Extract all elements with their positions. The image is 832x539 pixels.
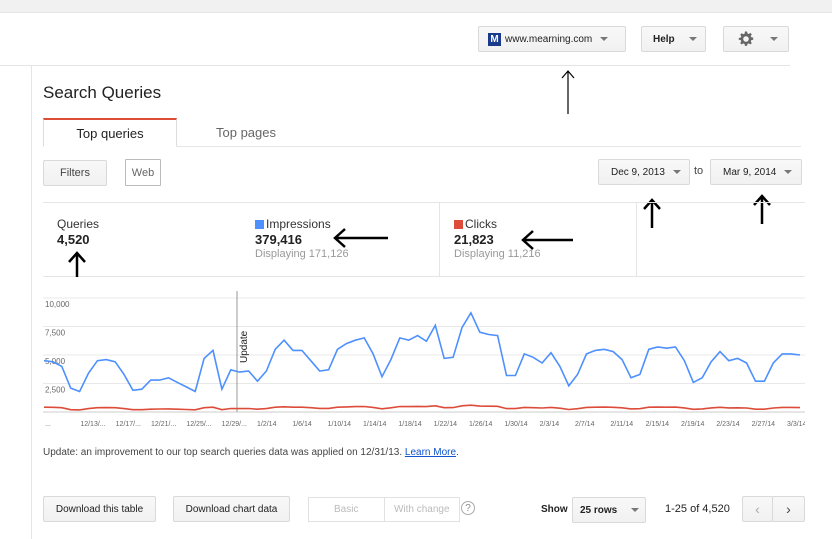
stat-impressions[interactable]: Impressions 379,416 Displaying 171,126: [241, 203, 439, 276]
annotation-arrow-left: [521, 230, 573, 250]
x-tick-label: 2/11/14: [610, 421, 633, 428]
y-tick-label: 7,500: [45, 329, 66, 338]
chevron-down-icon: [770, 37, 778, 41]
tab-top-queries[interactable]: Top queries: [43, 118, 177, 147]
x-tick-label: 1/30/14: [504, 421, 527, 428]
x-tick-label: 1/26/14: [469, 421, 492, 428]
site-favicon-icon: M: [488, 32, 501, 46]
rows-per-page-select[interactable]: 25 rows: [572, 497, 646, 523]
y-tick-label: 10,000: [45, 300, 70, 309]
impressions-clicks-chart: 10,000 7,500 5,000 2,500... 12/13/... 12/17/.…: [43, 291, 805, 428]
stat-queries-value: 4,520: [57, 232, 90, 247]
x-tick-label: 1/6/14: [292, 421, 312, 428]
x-tick-label: ...: [45, 421, 51, 428]
annotation-arrow-left: [333, 228, 388, 248]
show-label: Show: [541, 504, 568, 515]
site-label: www.mearning.com: [505, 33, 593, 45]
x-tick-label: 1/10/14: [328, 421, 351, 428]
update-marker-label: Update: [239, 330, 250, 363]
site-selector[interactable]: M www.mearning.com: [478, 26, 626, 52]
download-table-button[interactable]: Download this table: [43, 496, 156, 522]
x-tick-label: 12/29/...: [222, 421, 247, 428]
x-tick-label: 2/15/14: [646, 421, 669, 428]
help-label: Help: [653, 33, 675, 45]
stat-queries-label: Queries: [57, 217, 100, 231]
annotation-arrow-up: [643, 198, 661, 228]
x-tick-label: 1/18/14: [398, 421, 421, 428]
x-tick-label: 2/27/14: [752, 421, 775, 428]
stat-impressions-sub: Displaying 171,126: [255, 248, 349, 260]
y-tick-label: 5,000: [45, 357, 66, 366]
stat-clicks-label: Clicks: [465, 217, 497, 231]
date-to-label: Mar 9, 2014: [723, 166, 777, 178]
tab-divider: [43, 146, 801, 147]
x-tick-label: 2/3/14: [540, 421, 560, 428]
impressions-swatch: [255, 219, 264, 229]
prev-page-button[interactable]: ‹: [742, 496, 773, 522]
basic-change-toggle: Basic With change: [308, 497, 460, 522]
basic-option[interactable]: Basic: [334, 504, 359, 515]
tab-top-pages[interactable]: Top pages: [216, 124, 276, 140]
x-tick-label: 1/2/14: [257, 421, 277, 428]
x-tick-label: 2/7/14: [575, 421, 595, 428]
clicks-series-line: [43, 404, 801, 411]
stat-queries[interactable]: Queries 4,520: [43, 203, 241, 276]
y-tick-label: 2,500: [45, 386, 66, 395]
date-to-picker[interactable]: Mar 9, 2014: [710, 159, 802, 185]
next-page-button[interactable]: ›: [772, 496, 805, 522]
chevron-down-icon: [784, 170, 793, 174]
page-title: Search Queries: [43, 83, 162, 102]
header-divider: [0, 65, 790, 66]
stat-impressions-label: Impressions: [266, 217, 331, 231]
x-tick-label: 2/23/14: [716, 421, 739, 428]
web-filter-chip[interactable]: Web: [125, 159, 161, 186]
date-from-label: Dec 9, 2013: [611, 166, 665, 178]
x-tick-label: 12/13/...: [80, 421, 105, 428]
impressions-series-line: [43, 311, 801, 393]
help-button[interactable]: Help: [641, 26, 706, 52]
settings-button[interactable]: [723, 26, 789, 52]
annotation-arrow-up: [561, 70, 575, 114]
left-border: [31, 66, 32, 539]
learn-more-link[interactable]: Learn More: [404, 447, 457, 458]
annotation-arrow-up: [68, 251, 86, 277]
chevron-down-icon: [631, 508, 640, 512]
x-tick-label: 12/25/...: [186, 421, 211, 428]
chevron-down-icon: [672, 170, 681, 174]
rows-select-label: 25 rows: [580, 504, 618, 516]
update-note: Update: an improvement to our top search…: [43, 447, 459, 458]
update-note-text: Update: an improvement to our top search…: [43, 447, 403, 458]
pagination-range: 1-25 of 4,520: [665, 503, 730, 515]
with-change-option[interactable]: With change: [383, 498, 460, 521]
stat-clicks-sub: Displaying 11,216: [454, 248, 541, 260]
chevron-down-icon: [688, 37, 697, 41]
x-tick-label: 2/19/14: [681, 421, 704, 428]
stat-impressions-value: 379,416: [255, 232, 302, 247]
x-tick-label: 12/17/...: [116, 421, 141, 428]
x-tick-label: 12/21/...: [151, 421, 176, 428]
x-tick-label: 1/22/14: [434, 421, 457, 428]
update-note-suffix: .: [456, 447, 459, 458]
stats-panel: Queries 4,520 Impressions 379,416 Displa…: [43, 202, 805, 277]
stat-clicks[interactable]: Clicks 21,823 Displaying 11,216: [439, 203, 637, 276]
download-chart-button[interactable]: Download chart data: [173, 496, 290, 522]
help-question-icon[interactable]: ?: [461, 501, 475, 515]
filters-button[interactable]: Filters: [43, 160, 107, 186]
chevron-down-icon: [600, 37, 609, 41]
date-from-picker[interactable]: Dec 9, 2013: [598, 159, 690, 185]
clicks-swatch: [454, 219, 463, 229]
x-tick-label: 3/3/14: [787, 421, 805, 428]
gear-icon: [738, 31, 754, 46]
top-strip: [0, 0, 832, 13]
x-tick-label: 1/14/14: [363, 421, 386, 428]
date-to-word: to: [694, 165, 704, 177]
stat-clicks-value: 21,823: [454, 232, 494, 247]
